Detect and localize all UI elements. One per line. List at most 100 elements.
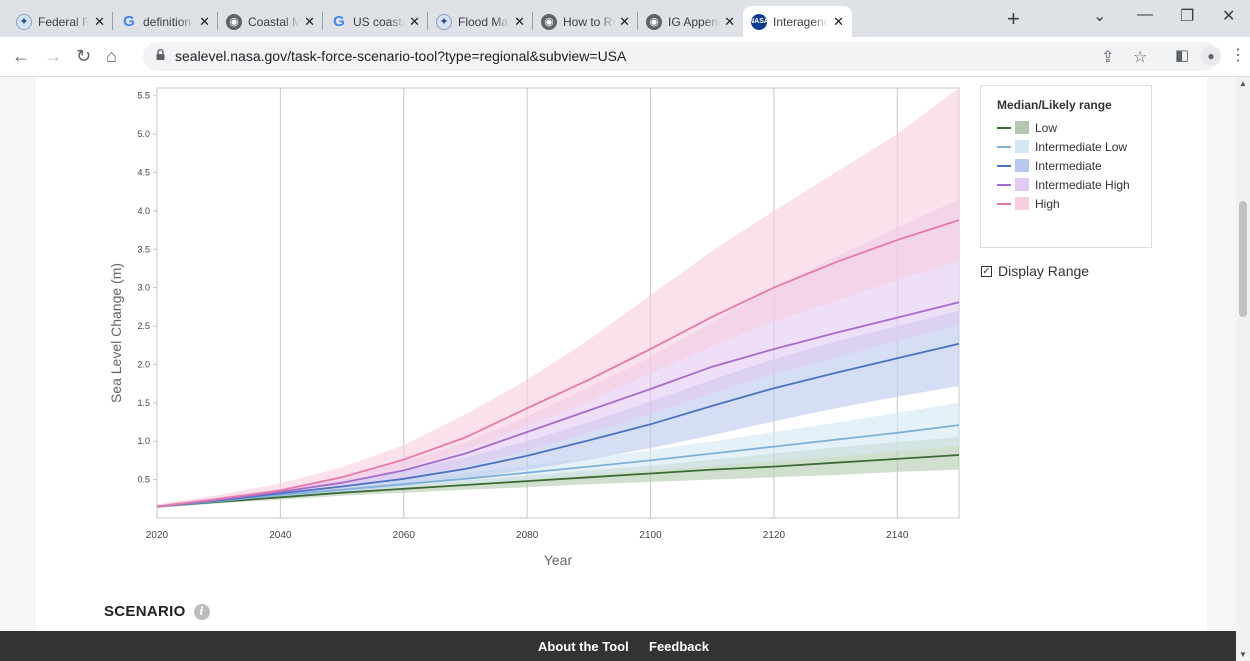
tab-title: US coastal [353,14,406,29]
browser-tab[interactable]: ✦ Flood Map ✕ [428,6,533,37]
info-icon[interactable]: i [193,603,210,620]
browser-tab[interactable]: ✦ Federal Floo ✕ [8,6,113,37]
about-the-tool-link[interactable]: About the Tool [538,639,629,654]
median-line [156,454,960,508]
browser-tab[interactable]: ◉ Coastal Ma✕ [218,6,323,37]
google-icon: G [333,13,345,30]
tab-close-icon[interactable]: ✕ [409,13,420,29]
range-band [157,310,959,508]
legend-range-swatch [1015,121,1029,134]
x-tick-label: 2060 [393,530,416,541]
legend-line-swatch [997,202,1011,205]
y-axis-label: Sea Level Change (m) [108,263,124,403]
x-tick-label: 2120 [763,530,786,541]
browser-tab[interactable]: G US coastal✕ [323,6,428,37]
x-tick-label: 2020 [146,530,169,541]
tab-title: Interagency [773,14,830,29]
tab-title: IG Appendi [668,14,720,29]
legend-range-swatch [1015,197,1029,210]
x-tick-label: 2100 [639,530,662,541]
legend-label: Intermediate [1035,158,1102,173]
y-tick-label: 1.0 [137,436,150,446]
legend-label: Intermediate Low [1035,139,1128,154]
display-range-toggle[interactable]: ✓ Display Range [981,263,1089,279]
tab-close-icon[interactable]: ✕ [199,13,210,29]
sea-level-chart: 2020 2040 2060 2080 2100 2120 2140 0.5 1.0 1.5 2.0… [108,87,960,568]
new-tab-plus-icon[interactable]: + [1007,6,1020,31]
close-window-icon[interactable]: ✕ [1222,8,1236,25]
y-tick-label: 1.5 [137,398,150,408]
y-tick-label: 3.5 [137,244,150,254]
legend-item[interactable]: Intermediate High [997,175,1151,194]
scroll-up-arrow-icon[interactable]: ▲ [1239,79,1247,88]
tab-title: definition o [143,14,195,29]
globe-icon: ◉ [541,13,557,30]
share-icon[interactable]: ⇪ [1101,49,1115,66]
tab-title: Flood Map [458,14,511,29]
legend-line-swatch [997,164,1011,167]
legend-range-swatch [1015,178,1029,191]
tab-close-icon[interactable]: ✕ [304,13,315,29]
y-tick-label: 2.5 [137,321,150,331]
reload-icon[interactable]: ↻ [76,46,92,66]
tab-title: Coastal Ma [248,14,301,29]
median-line [156,219,960,508]
tab-title: Federal Floo [38,14,90,29]
browser-tab[interactable]: ◉ IG Appendi ✕ [638,6,743,37]
y-tick-label: 5.5 [137,91,150,101]
tab-close-icon[interactable]: ✕ [833,13,844,29]
tab-close-icon[interactable]: ✕ [619,13,630,29]
tab-close-icon[interactable]: ✕ [514,13,525,29]
profile-avatar-icon[interactable]: ● [1201,46,1221,66]
browser-tab[interactable]: ◉ How to Rea ✕ [533,6,638,37]
legend-label: High [1035,196,1060,211]
globe-icon: ◉ [646,13,662,30]
address-bar[interactable]: sealevel.nasa.gov/task-force-scenario-to… [143,42,1219,71]
scroll-thumb[interactable] [1239,201,1247,317]
tab-close-icon[interactable]: ✕ [724,13,735,29]
legend-item[interactable]: Intermediate Low [997,137,1151,156]
y-tick-label: 5.0 [137,129,150,139]
y-tick-label: 0.5 [137,475,150,485]
page-scrollbar[interactable]: ▲ ▼ [1236,77,1250,661]
tab-close-icon[interactable]: ✕ [94,13,105,29]
median-line [156,424,960,508]
scroll-down-arrow-icon[interactable]: ▼ [1239,650,1247,659]
display-range-checkbox[interactable]: ✓ [981,265,992,277]
tab-separator [322,12,323,30]
legend-item[interactable]: Intermediate [997,156,1151,175]
lock-icon [156,49,165,60]
legend-title: Median/Likely range [997,98,1112,112]
forward-arrow-icon[interactable]: → [44,46,62,66]
range-band [157,88,959,508]
back-arrow-icon[interactable]: ← [12,46,30,66]
legend-item[interactable]: High [997,194,1151,213]
legend-label: Low [1035,120,1058,135]
tab-separator [637,12,638,30]
side-panel-icon[interactable]: ◧ [1175,47,1190,64]
scenario-label: SCENARIO [104,603,186,620]
page-viewport: 2020 2040 2060 2080 2100 2120 2140 0.5 1.0 1.5 2.0… [0,77,1250,661]
feedback-link[interactable]: Feedback [649,639,709,654]
url-text[interactable]: sealevel.nasa.gov/task-force-scenario-to… [175,48,627,64]
tab-search-chevron-icon[interactable]: ⌄ [1093,8,1107,25]
legend-range-swatch [1015,140,1029,153]
fema-seal-icon: ✦ [16,13,32,30]
menu-kebab-icon[interactable]: ⋮ [1230,47,1246,64]
restore-icon[interactable]: ❐ [1180,8,1195,25]
legend-item[interactable]: Low [997,118,1151,137]
tab-separator [112,12,113,30]
home-icon[interactable]: ⌂ [106,46,117,66]
browser-toolbar: ← → ↻ ⌂ sealevel.nasa.gov/task-force-sce… [0,37,1250,77]
minimize-icon[interactable]: — [1137,6,1153,23]
x-axis-label: Year [544,552,573,568]
browser-tab[interactable]: NASA Interagency✕ [743,6,852,37]
fema-seal-icon: ✦ [436,13,452,30]
google-icon: G [123,13,135,30]
median-line [156,301,960,508]
legend-line-swatch [997,126,1011,129]
bookmark-star-icon[interactable]: ☆ [1133,49,1148,66]
tab-separator [427,12,428,30]
